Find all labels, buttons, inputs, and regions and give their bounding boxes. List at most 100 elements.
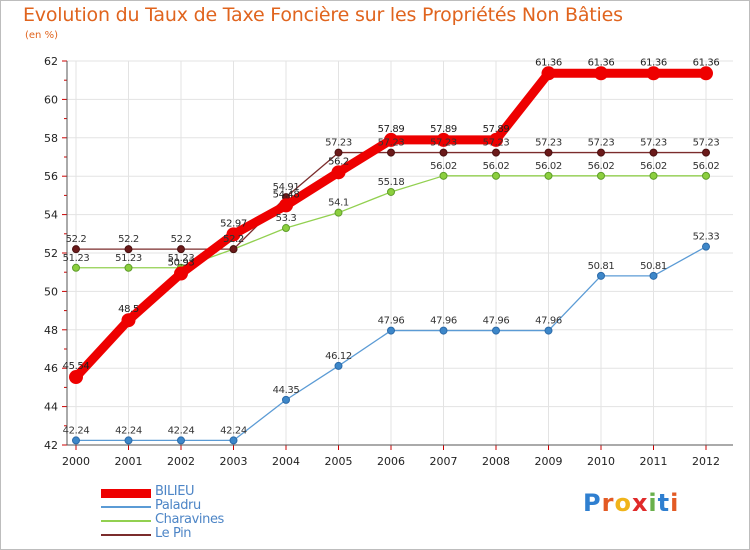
legend-label: BILIEU [155,484,195,499]
data-point-paladru [544,326,553,335]
data-label-charavines: 51.23 [115,253,142,264]
legend-item-paladru: Paladru [101,498,301,515]
data-point-le-pin [702,148,710,157]
data-point-paladru [649,271,658,280]
data-label-bilieu: 57.89 [378,124,405,135]
data-point-paladru [124,436,133,445]
data-label-bilieu: 57.89 [430,124,457,135]
legend-swatch [101,520,151,522]
data-label-bilieu: 61.36 [588,57,615,68]
data-point-bilieu [331,165,346,180]
data-label-bilieu: 54.48 [273,189,300,200]
data-label-paladru: 50.81 [640,261,667,272]
data-label-le-pin: 52.2 [223,234,244,245]
data-point-le-pin [544,148,553,157]
data-point-charavines [387,187,395,196]
x-tick-label: 2012 [692,455,720,468]
data-point-charavines [597,171,605,180]
data-point-bilieu [384,132,398,147]
data-point-charavines [282,224,290,233]
data-point-charavines [544,171,553,180]
data-label-paladru: 46.12 [325,351,352,362]
logo-letter: x [631,489,649,517]
data-point-paladru [439,326,448,335]
data-label-bilieu: 48.5 [118,304,139,315]
data-point-le-pin [229,245,238,254]
data-label-charavines: 56.02 [483,161,510,172]
data-point-le-pin [649,148,658,157]
data-label-le-pin: 57.23 [588,138,615,149]
data-label-charavines: 56.02 [430,161,457,172]
data-label-le-pin: 57.23 [535,138,562,149]
data-point-bilieu [541,66,556,81]
y-tick-label: 42 [44,439,58,452]
logo-letter: r [601,489,615,517]
legend-item-le-pin: Le Pin [101,526,301,543]
data-point-bilieu [279,198,293,213]
data-point-charavines [702,171,710,180]
y-tick-label: 54 [44,209,58,222]
data-label-bilieu: 52.97 [220,218,247,229]
legend-item-bilieu: BILIEU [101,484,301,501]
data-point-paladru [229,436,238,445]
data-label-le-pin: 54.91 [273,182,300,193]
data-point-charavines [72,263,80,272]
legend-label: Le Pin [155,526,192,541]
x-tick-label: 2009 [535,455,563,468]
logo-letter: P [583,489,602,517]
logo-letter: i [648,489,658,517]
y-tick-label: 60 [44,93,58,106]
data-label-bilieu: 61.36 [693,57,720,68]
data-label-charavines: 51.23 [63,253,90,264]
data-label-le-pin: 57.23 [640,138,667,149]
y-tick-label: 58 [44,132,58,145]
x-tick-label: 2007 [430,455,458,468]
data-label-charavines: 53.3 [276,213,297,224]
x-tick-label: 2004 [272,455,300,468]
data-label-paladru: 47.96 [483,316,510,327]
data-point-paladru [492,326,500,335]
data-label-le-pin: 57.23 [483,138,510,149]
data-point-charavines [649,171,658,180]
data-label-charavines: 51.23 [168,253,195,264]
data-point-paladru [177,436,185,445]
data-point-charavines [334,208,343,217]
data-point-paladru [72,436,80,445]
data-point-le-pin [492,148,500,157]
data-point-bilieu [489,132,503,147]
y-tick-label: 52 [44,247,58,260]
data-label-bilieu: 61.36 [535,57,562,68]
x-tick-label: 2003 [220,455,248,468]
data-point-paladru [282,395,290,404]
legend-swatch [101,488,151,498]
y-tick-label: 46 [44,362,58,375]
y-tick-label: 48 [44,324,58,337]
data-label-bilieu: 56.2 [328,156,349,167]
data-label-charavines: 56.02 [535,161,562,172]
data-point-bilieu [174,266,188,281]
data-label-charavines: 55.18 [378,177,405,188]
data-point-paladru [702,242,710,251]
legend-swatch [101,506,151,508]
data-label-charavines: 54.1 [328,198,349,209]
data-label-paladru: 47.96 [430,316,457,327]
data-point-le-pin [334,148,343,157]
data-label-bilieu: 57.89 [483,124,510,135]
x-tick-label: 2000 [62,455,90,468]
x-tick-label: 2011 [640,455,668,468]
data-point-charavines [492,171,500,180]
chart-subtitle: (en %) [25,30,58,41]
y-tick-label: 62 [44,55,58,68]
data-point-bilieu [69,370,83,385]
data-label-bilieu: 45.54 [63,361,90,372]
data-label-le-pin: 52.2 [66,234,87,245]
data-label-le-pin: 52.2 [171,234,192,245]
y-tick-label: 56 [44,170,58,183]
data-point-bilieu [436,132,451,147]
x-tick-label: 2006 [377,455,405,468]
legend-label: Paladru [155,498,201,513]
data-point-le-pin [387,148,395,157]
data-label-le-pin: 57.23 [430,138,457,149]
